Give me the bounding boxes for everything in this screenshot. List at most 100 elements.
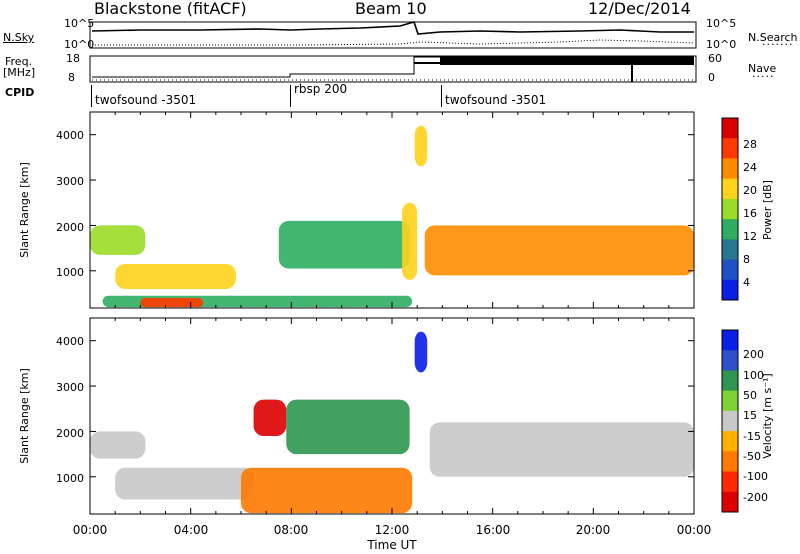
power-ytick-3000: 3000 (56, 175, 84, 188)
velocity-region-5 (414, 331, 428, 373)
velocity-region-1 (115, 467, 254, 500)
power-region-4 (278, 220, 410, 269)
vel-cbar-label: Velocity [m s⁻¹] (761, 373, 774, 458)
cpid-segment-1: twofsound -3501 (91, 85, 196, 107)
power-cbar-swatch-6 (722, 239, 738, 261)
freq-unit: [MHz] (3, 66, 36, 79)
vel-cbar-tick-50: 50 (743, 389, 757, 402)
power-region-6 (414, 125, 428, 167)
nsearch-tick-bottom: 10^0 (706, 38, 737, 51)
nave-tick-bottom: 0 (708, 71, 715, 84)
beam-title: Beam 10 (355, 0, 427, 18)
nsky-trace (91, 21, 694, 35)
power-cbar-tick-16: 16 (743, 207, 757, 220)
power-cbar-frame (721, 117, 739, 301)
power-region-7 (424, 225, 694, 276)
vel-cbar-tick-200: 200 (743, 348, 764, 361)
velocity-data-layer (90, 331, 694, 514)
vel-cbar-tick-15: 15 (743, 409, 757, 422)
power-ylabel: Slant Range [km] (18, 162, 31, 258)
nsearch-tick-top: 10^5 (706, 17, 737, 30)
velocity-region-3 (286, 399, 410, 455)
axis-ticks (89, 112, 695, 514)
power-ytick-4000: 4000 (56, 129, 84, 142)
vel-cbar-swatch-7 (722, 471, 738, 493)
nsky-tick-bottom: 10^0 (64, 38, 95, 51)
velocity-ylabel: Slant Range [km] (18, 368, 31, 464)
vel-cbar-tick-m100: -100 (743, 470, 768, 483)
vel-cbar-tick-m15: -15 (743, 430, 761, 443)
velocity-ytick-4000: 4000 (56, 335, 84, 348)
velocity-region-0 (90, 431, 146, 459)
velocity-region-4 (241, 467, 413, 514)
xtick-6: 00:00 (677, 523, 712, 537)
velocity-ytick-2000: 2000 (56, 427, 84, 440)
power-ytick-1000: 1000 (56, 266, 84, 279)
power-region-3 (140, 298, 204, 308)
power-region-0 (90, 225, 146, 255)
power-region-1 (115, 263, 236, 289)
vel-cbar-swatch-3 (722, 390, 738, 412)
power-cbar-swatch-7 (722, 259, 738, 281)
xtick-5: 20:00 (576, 523, 611, 537)
nsky-tick-top: 10^5 (64, 17, 95, 30)
power-cbar-tick-28: 28 (743, 138, 757, 151)
power-cbar-swatch-8 (722, 279, 738, 301)
vel-cbar-tick-m50: -50 (743, 450, 761, 463)
date-title: 12/Dec/2014 (588, 0, 691, 18)
power-cbar-swatch-3 (722, 178, 738, 200)
vel-cbar-swatch-6 (722, 451, 738, 473)
freq-frame (89, 55, 697, 83)
power-cbar-label: Power [dB] (761, 180, 774, 240)
velocity-region-6 (429, 422, 694, 477)
power-cbar-swatch-1 (722, 138, 738, 159)
vel-cbar-frame (721, 329, 739, 513)
nave-label: Nave (748, 62, 777, 75)
nsearch-dots: ······· (762, 38, 794, 51)
power-cbar-swatch-5 (722, 219, 738, 240)
vel-cbar-swatch-8 (722, 491, 738, 513)
power-cbar-tick-24: 24 (743, 161, 757, 174)
power-region-5 (402, 202, 418, 280)
power-cbar-tick-20: 20 (743, 184, 757, 197)
vel-cbar-tick-100: 100 (743, 369, 764, 382)
nsky-frame (89, 21, 697, 49)
cpid-label: CPID (5, 86, 35, 99)
vel-cbar-swatch-2 (722, 370, 738, 392)
vel-cbar-tick-m200: -200 (743, 491, 768, 504)
vel-cbar-swatch-5 (722, 431, 738, 452)
cpid-segment-3: twofsound -3501 (441, 85, 546, 107)
nsearch-trace (92, 39, 695, 46)
vel-cbar-swatch-1 (722, 350, 738, 371)
freq-label: Freq. (5, 55, 33, 68)
power-cbar-tick-12: 12 (743, 230, 757, 243)
xtick-4: 16:00 (476, 523, 511, 537)
xtick-1: 04:00 (174, 523, 209, 537)
power-cbar-tick-4: 4 (743, 276, 750, 289)
nsearch-label: N.Search (748, 31, 798, 44)
power-ytick-2000: 2000 (56, 221, 84, 234)
velocity-ytick-3000: 3000 (56, 381, 84, 394)
nave-dots: ····· (752, 70, 775, 83)
power-data-layer (90, 125, 694, 308)
power-cbar-swatch-4 (722, 198, 738, 220)
vel-cbar-swatch-0 (722, 330, 738, 351)
velocity-region-2 (253, 399, 287, 436)
xtick-0: 00:00 (73, 523, 108, 537)
freq-tick-top: 18 (66, 52, 80, 65)
nsky-label: N.Sky (3, 31, 35, 44)
power-cbar-tick-8: 8 (743, 253, 750, 266)
nave-block (440, 57, 694, 65)
power-colorbar (721, 117, 739, 301)
xaxis-label: Time UT (366, 538, 417, 552)
station-title: Blackstone (fitACF) (94, 0, 247, 18)
power-cbar-swatch-0 (722, 118, 738, 139)
xtick-3: 12:00 (375, 523, 410, 537)
velocity-ytick-1000: 1000 (56, 472, 84, 485)
nave-tick-top: 60 (708, 52, 722, 65)
xtick-2: 08:00 (274, 523, 309, 537)
vel-cbar-swatch-4 (722, 410, 738, 432)
freq-tick-bottom: 8 (68, 71, 75, 84)
